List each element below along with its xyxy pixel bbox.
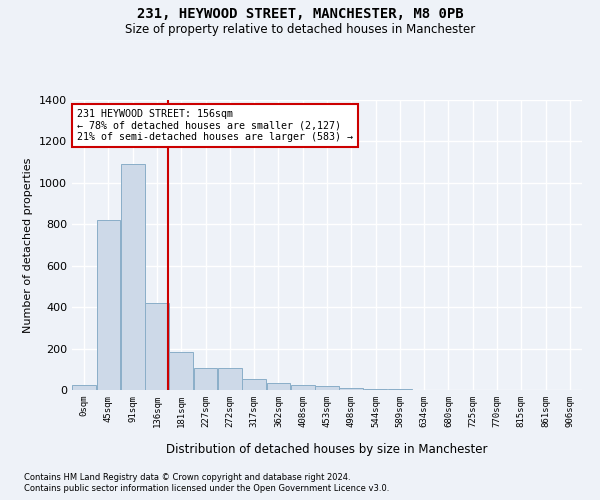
- Bar: [97, 220, 121, 390]
- Bar: [121, 164, 145, 390]
- Bar: [315, 386, 339, 390]
- Bar: [169, 352, 193, 390]
- Y-axis label: Number of detached properties: Number of detached properties: [23, 158, 34, 332]
- Text: Contains public sector information licensed under the Open Government Licence v3: Contains public sector information licen…: [24, 484, 389, 493]
- Bar: [194, 368, 217, 390]
- Text: 231 HEYWOOD STREET: 156sqm
← 78% of detached houses are smaller (2,127)
21% of s: 231 HEYWOOD STREET: 156sqm ← 78% of deta…: [77, 108, 353, 142]
- Bar: [145, 303, 169, 390]
- Bar: [218, 368, 242, 390]
- Text: Size of property relative to detached houses in Manchester: Size of property relative to detached ho…: [125, 22, 475, 36]
- Bar: [364, 389, 388, 390]
- Bar: [242, 379, 266, 390]
- Bar: [340, 388, 363, 390]
- Bar: [72, 386, 96, 390]
- Bar: [266, 383, 290, 390]
- Text: Contains HM Land Registry data © Crown copyright and database right 2024.: Contains HM Land Registry data © Crown c…: [24, 472, 350, 482]
- Text: 231, HEYWOOD STREET, MANCHESTER, M8 0PB: 231, HEYWOOD STREET, MANCHESTER, M8 0PB: [137, 8, 463, 22]
- Text: Distribution of detached houses by size in Manchester: Distribution of detached houses by size …: [166, 442, 488, 456]
- Bar: [291, 385, 314, 390]
